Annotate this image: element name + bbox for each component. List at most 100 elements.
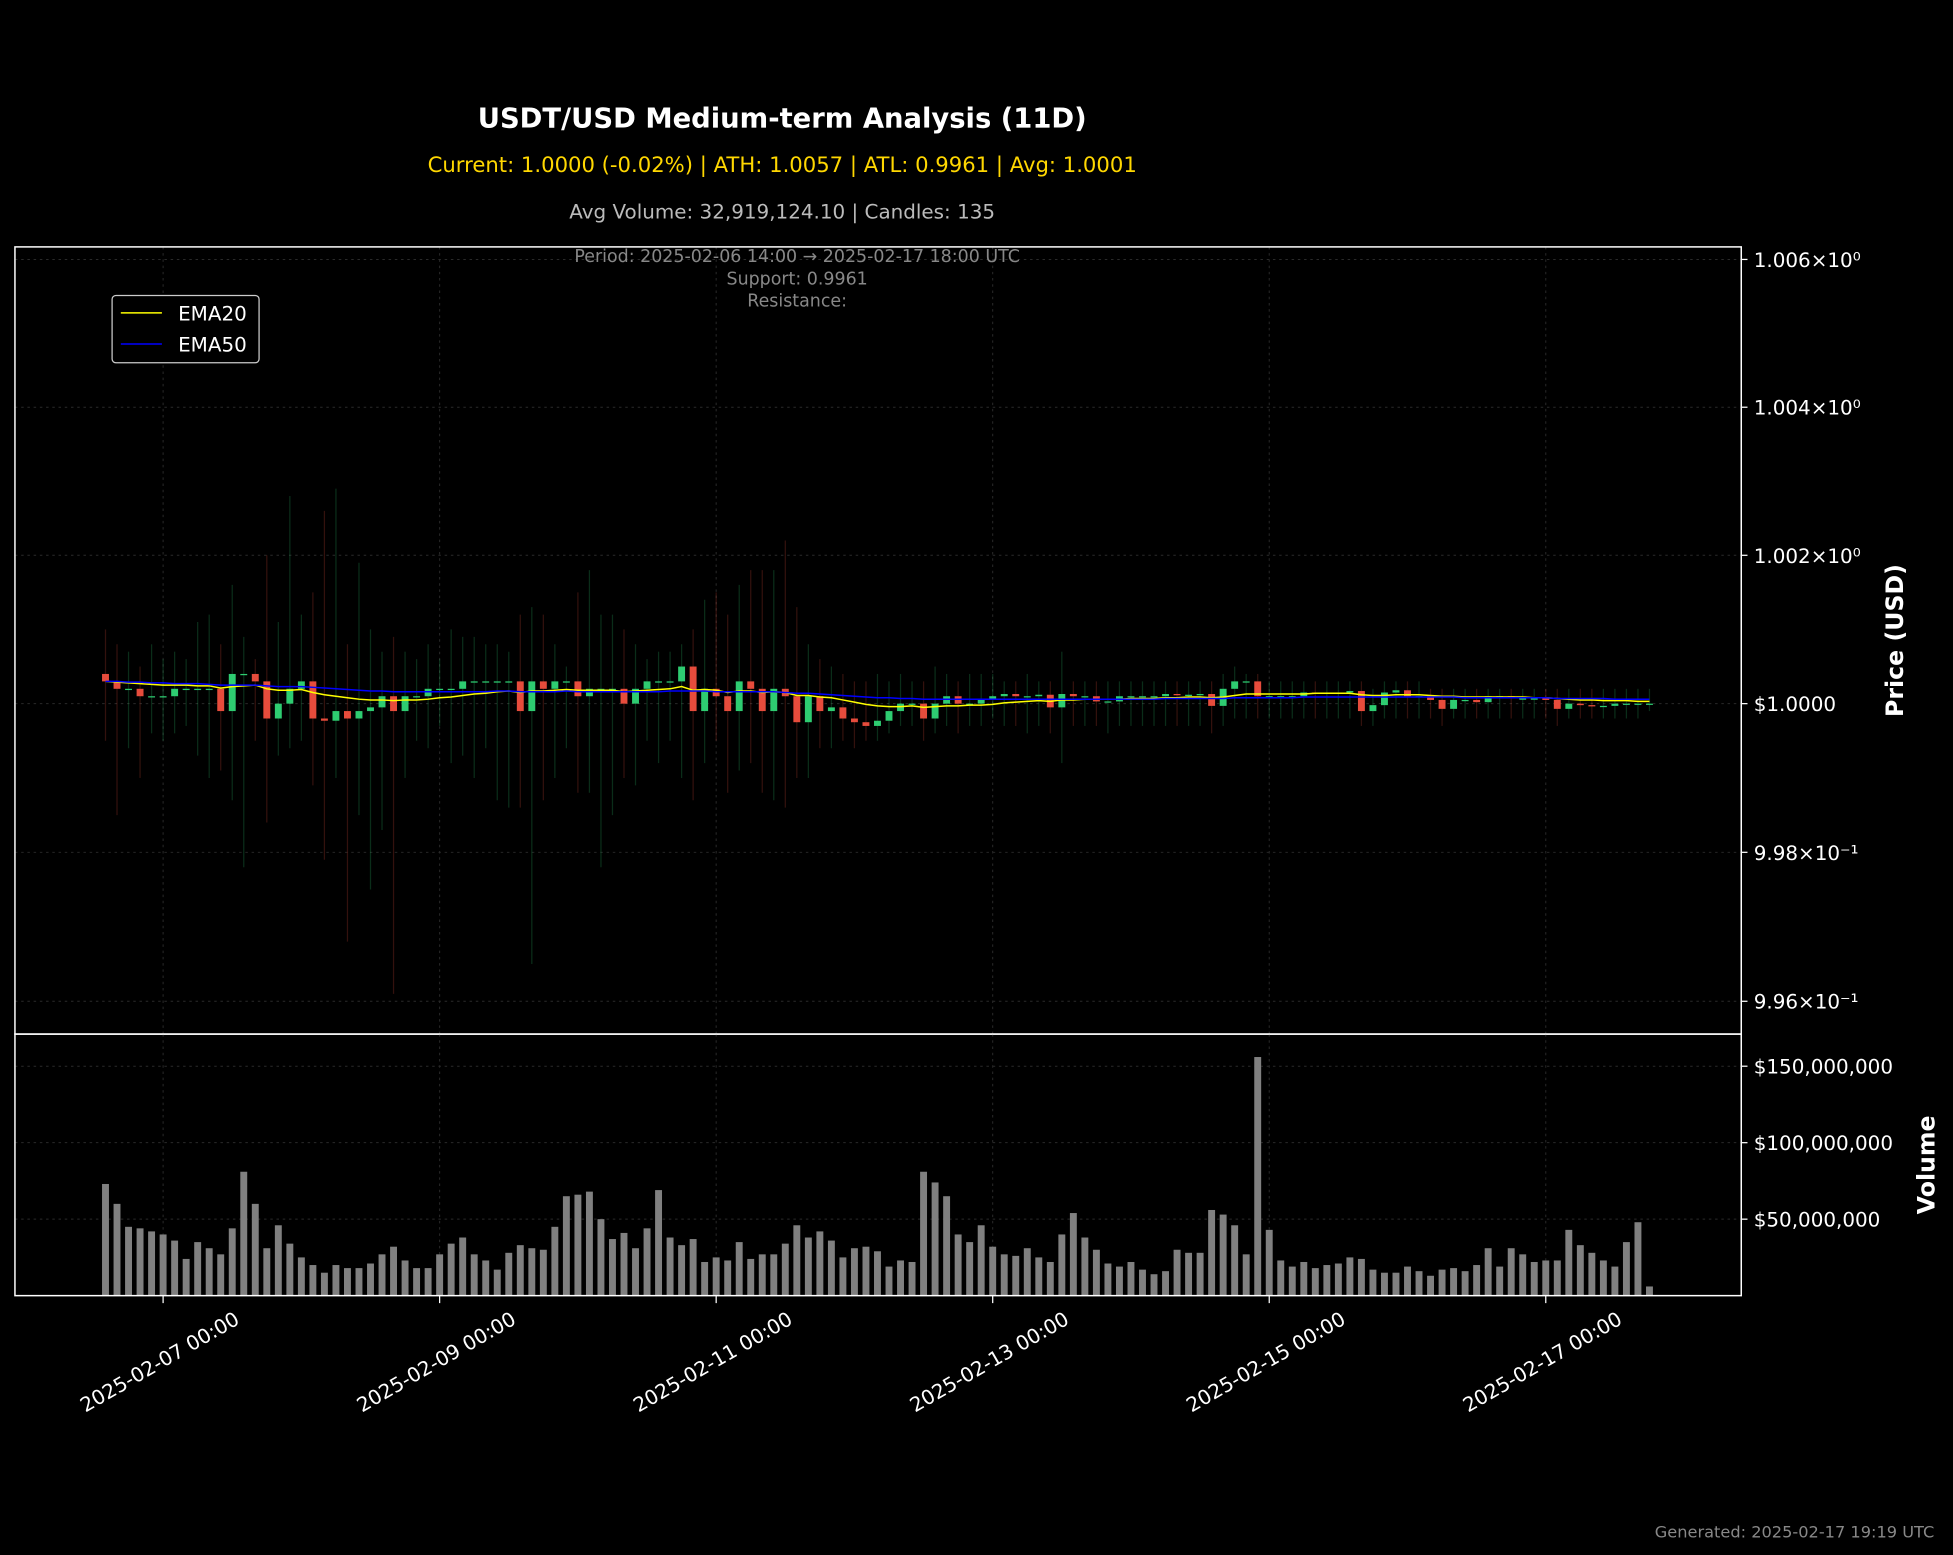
volume-bar [516,1245,524,1296]
candle-body [355,711,363,719]
candle-body [1288,696,1296,698]
volume-bar [1519,1254,1527,1296]
volume-bar [804,1237,812,1296]
candle-body [1427,696,1435,700]
candle-body [1530,698,1538,700]
candle-body [1646,703,1653,705]
candle-body [804,696,812,723]
ema-line [105,680,1650,709]
volume-bar [459,1237,467,1296]
candle-body [251,673,259,682]
candle-body [758,688,766,712]
candle-body [1450,699,1458,709]
volume-bar [758,1254,766,1296]
candle-body [1553,699,1561,709]
candle-body [102,673,109,682]
candle-body [171,688,179,697]
volume-bar [597,1219,605,1296]
candle-body [885,711,893,721]
candle-body [1438,699,1446,709]
volume-bar [839,1257,847,1296]
volume-bar [609,1239,616,1296]
volume-bar [943,1196,951,1296]
volume-bar [1357,1258,1365,1296]
candle-body [413,696,421,698]
candle-body [263,681,271,719]
volume-bar [1438,1269,1446,1296]
candle-body [770,688,778,712]
volume-bar [344,1268,351,1296]
candle-body [989,696,997,700]
volume-bar [1069,1213,1077,1296]
candle-body [850,718,858,723]
candle-body [735,681,743,712]
y-tick-label: 1.002×10⁰ [1754,545,1861,568]
volume-bar [1254,1057,1262,1296]
volume-bar [1081,1237,1089,1296]
candle-body [367,707,374,712]
candle-body [1380,692,1388,706]
volume-bar [1346,1257,1354,1296]
volume-bar [562,1196,570,1296]
volume-bar [1208,1209,1216,1296]
volume-bar [1150,1274,1158,1296]
volume-bar [1196,1252,1204,1296]
chart-title: USDT/USD Medium-term Analysis (11D) [478,103,1087,134]
candle-body [274,703,282,719]
volume-bar [1599,1260,1607,1296]
volume-bar [1369,1269,1377,1296]
volume-bar [954,1234,962,1296]
volume-bar [136,1228,144,1296]
volume-bar [1012,1255,1020,1296]
candle-body [1231,681,1239,689]
candle-body [505,681,513,683]
volume-bar [827,1240,835,1296]
y-tick-label: $1.0000 [1754,693,1836,716]
candle-body [217,688,225,712]
candle-body [125,688,132,691]
legend: EMA20 EMA50 [111,294,260,364]
candle-body [470,681,478,683]
candle-body [320,718,328,721]
volume-bar [1450,1268,1458,1296]
volume-bar [1473,1265,1481,1296]
candle-body [182,688,190,691]
candle-body [1588,705,1596,707]
volume-bar [367,1263,374,1296]
candle-body [1357,691,1365,712]
volume-bar [332,1265,340,1296]
candle-body [482,681,490,683]
volume-bar [574,1194,582,1296]
candle-body [897,703,904,712]
y-tick-label: 9.96×10⁻¹ [1754,991,1859,1014]
candle-body [436,688,444,691]
volume-bar [1565,1229,1573,1296]
volume-bar [1115,1266,1123,1296]
volume-bar [309,1265,317,1296]
volume-bar [966,1242,974,1296]
volume-bar [274,1225,282,1296]
volume-bar [1288,1266,1296,1296]
candle-body [332,711,340,721]
y-tick-label: 1.004×10⁰ [1754,397,1861,420]
candle-body [643,681,651,689]
candle-body [378,696,386,708]
volume-bar [1611,1266,1619,1296]
volume-bar [1576,1245,1584,1296]
candle-body [574,681,582,697]
volume-bar [1265,1229,1273,1296]
candle-body [1012,693,1020,697]
candle-body [1484,696,1492,703]
volume-bar [263,1248,271,1296]
volume-bar [148,1231,156,1296]
volume-bar [689,1239,697,1296]
volume-bar [286,1243,294,1296]
chart-info: Avg Volume: 32,919,124.10 | Candles: 135 [569,200,995,223]
volume-bar [1496,1266,1504,1296]
candle-body [1611,703,1619,706]
volume-bar [678,1245,686,1296]
candle-body [1576,703,1584,706]
volume-bar [1127,1261,1135,1296]
